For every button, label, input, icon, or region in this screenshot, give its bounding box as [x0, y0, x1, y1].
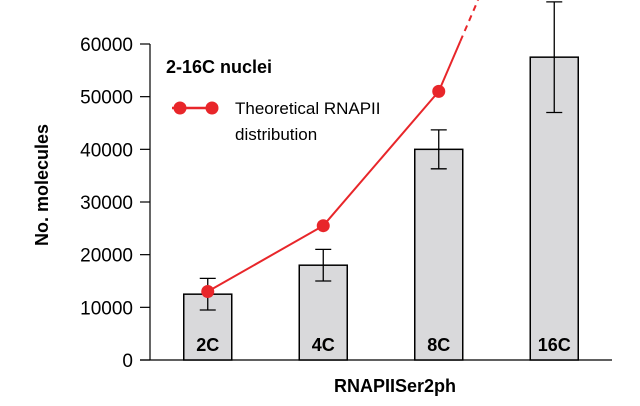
- legend-marker: [173, 101, 187, 115]
- y-tick-label: 50000: [80, 88, 133, 109]
- category-label-8C: 8C: [427, 335, 450, 355]
- y-axis-label: No. molecules: [32, 124, 52, 246]
- y-tick-label: 0: [122, 351, 133, 372]
- y-tick-label: 10000: [80, 298, 133, 319]
- theoretical-point-8C: [432, 84, 446, 98]
- category-label-16C: 16C: [538, 335, 571, 355]
- theoretical-point-4C: [316, 219, 330, 233]
- y-tick-label: 20000: [80, 246, 133, 267]
- category-labels: 2C 4C 8C 16C: [196, 335, 571, 355]
- category-label-2C: 2C: [196, 335, 219, 355]
- bar-8C: [414, 148, 464, 361]
- legend-marker: [205, 101, 219, 115]
- theoretical-line-extension: [437, 40, 462, 92]
- legend: Theoretical RNAPII distribution: [172, 99, 381, 144]
- error-bars: [199, 1, 563, 311]
- theoretical-line-dashed: [459, 0, 479, 42]
- theoretical-point-2C: [201, 285, 215, 299]
- y-tick-label: 60000: [80, 35, 133, 56]
- category-label-4C: 4C: [312, 335, 335, 355]
- theoretical-line-series: [201, 0, 479, 299]
- legend-label-line-2: distribution: [235, 125, 317, 144]
- chart-annotation: 2-16C nuclei: [166, 57, 272, 77]
- x-axis-label: RNAPIISer2ph: [334, 376, 456, 396]
- y-tick-label: 30000: [80, 193, 133, 214]
- legend-label-line-1: Theoretical RNAPII: [235, 99, 381, 118]
- y-tick-label: 40000: [80, 140, 133, 161]
- y-axis: 0 10000 20000 30000 40000 50000 60000: [80, 35, 612, 372]
